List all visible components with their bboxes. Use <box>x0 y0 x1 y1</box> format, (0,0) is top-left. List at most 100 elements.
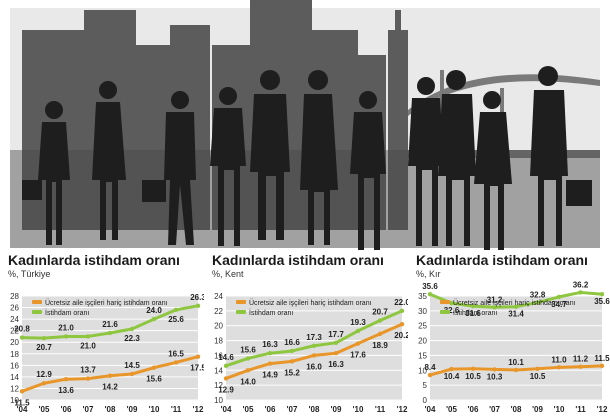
data-label: 31.4 <box>508 310 524 319</box>
data-label: 11.5 <box>14 398 30 407</box>
data-label: 10.1 <box>508 358 524 367</box>
data-label: 25.6 <box>168 315 184 324</box>
data-label: 15.6 <box>146 375 162 384</box>
x-tick-label: '04 <box>17 405 28 414</box>
x-tick-label: '11 <box>375 405 386 414</box>
data-point <box>267 361 273 366</box>
data-label: 17.7 <box>328 330 344 339</box>
data-label: 22.0 <box>394 298 408 307</box>
y-tick-label: 35 <box>418 292 427 301</box>
data-point <box>63 334 69 339</box>
data-point <box>492 367 497 372</box>
data-label: 20.7 <box>372 308 388 317</box>
data-label: 20.2 <box>394 331 408 340</box>
data-point <box>85 334 91 339</box>
data-label: 24.0 <box>146 306 162 315</box>
data-point <box>107 330 113 336</box>
y-tick-label: 10 <box>10 396 19 405</box>
x-tick-label: '08 <box>105 405 116 414</box>
y-tick-label: 30 <box>418 307 427 316</box>
legend-label: Ücretsiz aile işçileri hariç istihdam or… <box>453 299 576 307</box>
y-tick-label: 20 <box>10 338 19 347</box>
city-crowd-silhouette-icon <box>10 0 600 250</box>
data-point <box>19 389 25 394</box>
x-tick-label: '12 <box>397 405 408 414</box>
data-point <box>173 307 179 313</box>
data-label: 16.0 <box>306 362 322 371</box>
x-tick-label: '06 <box>61 405 72 414</box>
y-tick-label: 18 <box>10 350 19 359</box>
plot-area <box>430 296 602 400</box>
data-point <box>151 365 157 370</box>
x-tick-label: '05 <box>446 405 457 414</box>
data-point <box>267 351 273 356</box>
legend-swatch-green <box>32 310 42 314</box>
x-tick-label: '09 <box>331 405 342 414</box>
data-label: 14.6 <box>218 353 234 362</box>
data-label: 18.9 <box>372 341 388 350</box>
data-point <box>151 316 157 322</box>
chart-subtitle: %, Türkiye <box>8 269 50 279</box>
y-tick-label: 10 <box>418 366 427 375</box>
y-tick-label: 16 <box>214 351 223 360</box>
y-tick-label: 10 <box>214 396 223 405</box>
data-point <box>513 304 519 309</box>
x-tick-label: '04 <box>425 405 436 414</box>
data-label: 11.0 <box>551 355 567 364</box>
data-label: 10.5 <box>530 372 546 381</box>
y-tick-label: 24 <box>214 292 223 301</box>
data-label: 17.3 <box>306 333 322 342</box>
data-label: 14.2 <box>102 383 118 392</box>
data-point <box>311 343 317 348</box>
data-point <box>492 305 497 310</box>
data-label: 16.5 <box>168 349 184 358</box>
data-point <box>289 359 295 364</box>
data-label: 15.6 <box>240 345 256 354</box>
data-label: 10.3 <box>487 372 503 381</box>
data-label: 10.5 <box>465 372 481 381</box>
x-tick-label: '06 <box>265 405 276 414</box>
chart-title: Kadınlarda istihdam oranı <box>8 252 180 268</box>
y-tick-label: 12 <box>10 384 19 393</box>
data-label: 14.0 <box>240 377 256 386</box>
data-point <box>449 300 454 306</box>
data-label: 17.5 <box>190 364 204 373</box>
x-tick-label: '09 <box>532 405 543 414</box>
legend-label: İstihdam oranı <box>249 308 293 317</box>
data-label: 36.2 <box>573 280 589 289</box>
data-point <box>223 376 229 381</box>
legend-label: İstihdam oranı <box>45 308 89 317</box>
data-point <box>19 335 25 340</box>
x-tick-label: '08 <box>309 405 320 414</box>
x-tick-label: '07 <box>489 405 500 414</box>
legend-swatch-orange <box>236 300 246 304</box>
chart-title: Kadınlarda istihdam oranı <box>416 252 588 268</box>
plot-area <box>226 296 402 400</box>
legend-label: Ücretsiz aile işçileri hariç istihdam or… <box>45 299 168 307</box>
chart-kent: Kadınlarda istihdam oranı%, Kent 10 12 14 16… <box>212 252 408 414</box>
data-label: 31.2 <box>487 295 503 304</box>
x-tick-label: '05 <box>39 405 50 414</box>
data-point <box>427 292 433 297</box>
data-point <box>535 300 540 305</box>
x-tick-label: '12 <box>193 405 204 414</box>
data-label: 13.7 <box>80 366 96 375</box>
data-label: 26.3 <box>190 293 204 302</box>
x-tick-label: '10 <box>149 405 160 414</box>
data-label: 11.5 <box>594 354 610 363</box>
data-label: 17.6 <box>350 351 366 360</box>
x-tick-label: '06 <box>468 405 479 414</box>
y-tick-label: 14 <box>214 366 223 375</box>
data-point <box>578 364 583 369</box>
data-label: 20.8 <box>14 325 30 334</box>
data-point <box>333 351 339 356</box>
data-point <box>535 366 540 371</box>
y-tick-label: 15 <box>418 351 427 360</box>
chart-title: Kadınlarda istihdam oranı <box>212 252 384 268</box>
data-label: 16.3 <box>328 360 344 369</box>
data-label: 10.4 <box>444 372 460 381</box>
data-point <box>245 356 251 361</box>
y-tick-label: 12 <box>214 381 223 390</box>
data-label: 21.6 <box>102 320 118 329</box>
data-point <box>173 360 179 365</box>
